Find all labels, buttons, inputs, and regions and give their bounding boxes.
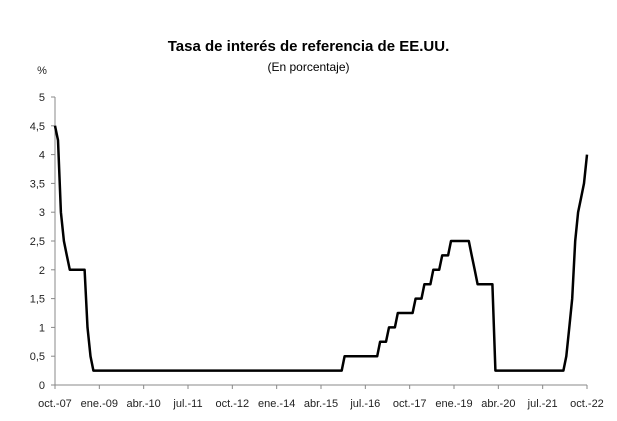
y-tick-label: 1 [39, 322, 45, 334]
y-tick-label: 5 [39, 92, 45, 104]
x-tick-label: ene.-09 [81, 398, 118, 410]
x-axis: oct.-07 ene.-09 abr.-10 jul.-11 oct.-12 ene.-… [38, 384, 604, 410]
y-axis-unit-label: % [37, 65, 47, 77]
y-tick-label: 4 [39, 150, 45, 162]
y-tick-label: 2 [39, 265, 45, 277]
y-axis: 0 0,5 1 1,5 2 2,5 3 3,5 4 4,5 5 [30, 92, 56, 392]
y-tick-label: 0 [39, 380, 45, 392]
y-tick-label: 2,5 [30, 236, 45, 248]
x-tick-label: abr.-20 [481, 398, 515, 410]
chart-subtitle: (En porcentaje) [267, 60, 350, 74]
x-tick-label: abr.-10 [127, 398, 161, 410]
y-tick-label: 3,5 [30, 178, 45, 190]
y-tick-label: 1,5 [30, 294, 45, 306]
x-tick-label: ene.-19 [435, 398, 472, 410]
y-tick-label: 0,5 [30, 351, 45, 363]
series-group [53, 125, 589, 372]
x-tick-label: oct.-07 [38, 398, 72, 410]
x-tick-label: ene.-14 [258, 398, 295, 410]
x-tick-label: jul.-21 [527, 398, 558, 410]
y-tick-label: 3 [39, 207, 45, 219]
y-tick-label: 4,5 [30, 121, 45, 133]
x-tick-label: oct.-17 [393, 398, 427, 410]
x-tick-label: oct.-22 [570, 398, 604, 410]
x-tick-label: oct.-12 [216, 398, 250, 410]
x-tick-label: abr.-15 [304, 398, 338, 410]
series-line-0 [53, 125, 589, 372]
x-tick-label: jul.-11 [172, 398, 202, 410]
x-tick-label: jul.-16 [349, 398, 380, 410]
chart-title: Tasa de interés de referencia de EE.UU. [167, 38, 450, 55]
